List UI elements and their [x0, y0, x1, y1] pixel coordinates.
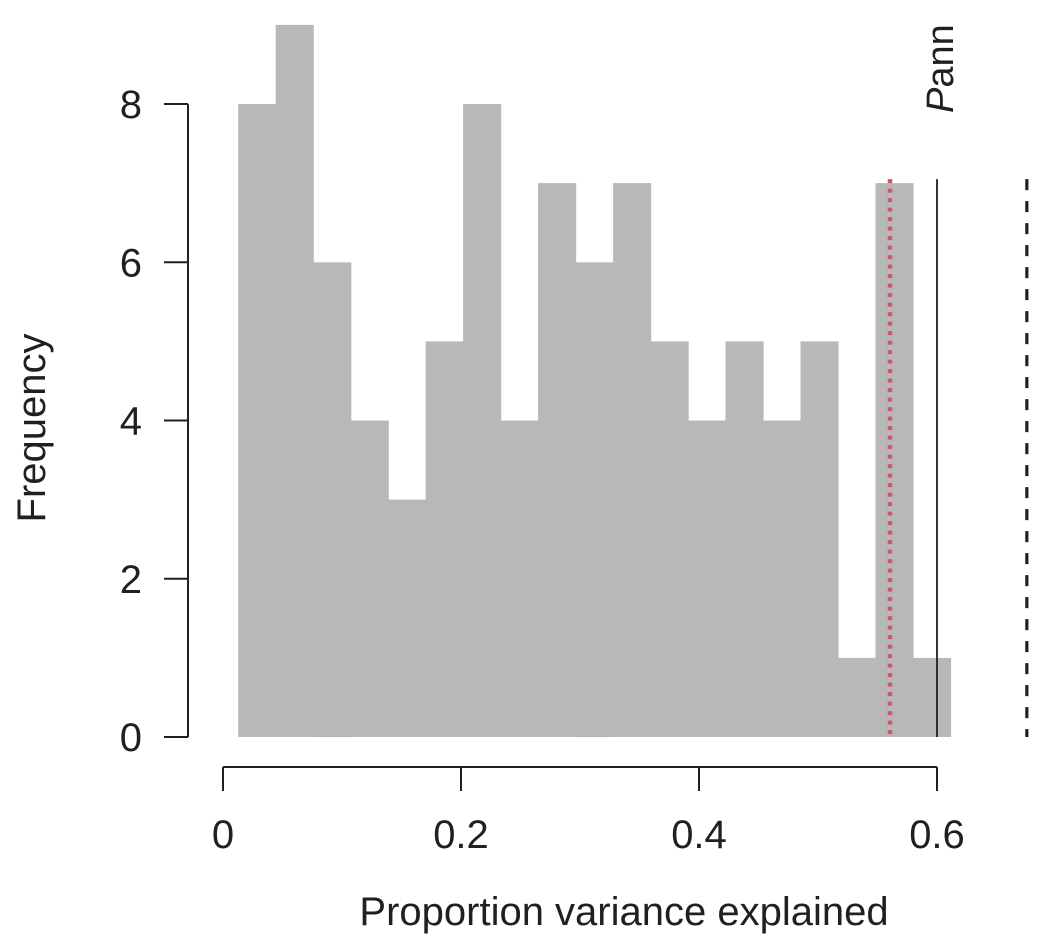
histogram-bar [275, 24, 314, 737]
histogram-bar [463, 104, 502, 737]
y-axis-title: Frequency [10, 334, 54, 523]
histogram-bar [613, 183, 652, 738]
y-tick-label: 8 [120, 83, 142, 127]
x-axis: 0 0.2 0.4 0.6 [212, 766, 965, 857]
histogram-bar [350, 420, 389, 737]
y-tick-label: 6 [120, 241, 142, 285]
histogram-bar [838, 657, 877, 737]
histogram-bars [238, 24, 952, 738]
histogram-bar [500, 420, 539, 737]
x-tick-label: 0.6 [909, 813, 965, 857]
y-tick-label: 4 [120, 400, 142, 444]
x-tick-label: 0.2 [433, 813, 489, 857]
histogram-bar [913, 657, 952, 737]
histogram-bar [800, 341, 839, 737]
histogram-bar [575, 262, 614, 738]
x-tick-label: 0 [212, 813, 234, 857]
histogram-bar [238, 104, 277, 737]
histogram-bar [763, 420, 802, 737]
x-tick-label: 0.4 [671, 813, 727, 857]
histogram-bar [688, 420, 727, 737]
histogram-bar [875, 183, 914, 738]
reference-lines [887, 179, 1029, 737]
histogram-bar [388, 499, 427, 737]
histogram-bar [313, 262, 352, 738]
histogram-bar [538, 183, 577, 738]
y-axis: 0 2 4 6 8 [120, 83, 189, 760]
x-axis-title: Proportion variance explained [359, 890, 888, 934]
histogram-bar [425, 341, 464, 737]
histogram-bar [725, 341, 764, 737]
pann-label: Pann [920, 24, 962, 113]
y-tick-label: 2 [120, 558, 142, 602]
y-tick-label: 0 [120, 716, 142, 760]
histogram-bar [650, 341, 689, 737]
